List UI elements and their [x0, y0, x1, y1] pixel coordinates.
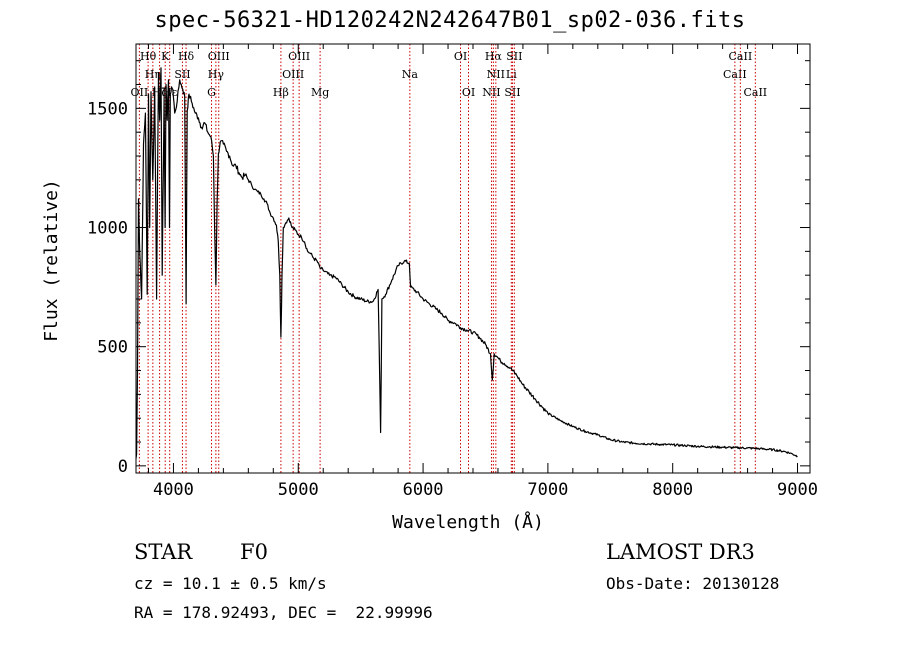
- line-marker-label: OII: [131, 86, 149, 99]
- line-marker-label: K: [161, 50, 170, 63]
- line-marker-label: Hζ: [152, 86, 168, 99]
- y-tick-label: 1000: [87, 219, 128, 239]
- line-marker-label: SII: [174, 68, 190, 81]
- line-marker-label: OIII: [282, 68, 304, 81]
- x-tick-label: 6000: [403, 480, 444, 500]
- line-marker-label: CaII: [723, 68, 747, 81]
- line-marker-label: Hα: [485, 50, 503, 63]
- y-axis-title: Flux (relative): [41, 179, 62, 342]
- object-subclass: F0: [240, 540, 268, 564]
- line-marker-label: Na: [402, 68, 419, 81]
- line-marker-label: Mg: [311, 86, 329, 99]
- axes-frame: [135, 43, 811, 474]
- y-tick-label: 500: [97, 338, 128, 358]
- x-tick-label: 8000: [652, 480, 693, 500]
- y-tick-label: 1500: [87, 99, 128, 119]
- redshift-cz: cz = 10.1 ± 0.5 km/s: [134, 574, 327, 593]
- line-marker-label: Hδ: [178, 50, 195, 63]
- line-marker-label: NII: [487, 68, 505, 81]
- line-marker-label: Hη: [145, 68, 161, 81]
- x-tick-label: 7000: [527, 480, 568, 500]
- line-marker-label: CaII: [729, 50, 753, 63]
- x-axis-title: Wavelength (Å): [392, 511, 544, 533]
- line-marker-label: SII: [504, 86, 520, 99]
- line-marker-label: OIII: [288, 50, 310, 63]
- line-marker-label: OIII: [208, 50, 230, 63]
- line-marker-label: OI: [454, 50, 467, 63]
- survey-name: LAMOST DR3: [606, 540, 755, 564]
- observation-date: Obs-Date: 20130128: [606, 574, 780, 593]
- line-markers: OIIHθHηHζKHεSIIHδGHγOIIIHβOIIIOIIIMgNaOI…: [131, 44, 767, 473]
- line-marker-label: OI: [462, 86, 475, 99]
- line-marker-label: Hθ: [140, 50, 157, 63]
- line-marker-label: Hγ: [208, 68, 225, 81]
- line-marker-label: SII: [506, 50, 522, 63]
- line-marker-label: Hβ: [273, 86, 289, 99]
- plot-frame: [135, 43, 811, 474]
- x-tick-label: 5000: [278, 480, 319, 500]
- y-tick-label: 0: [118, 457, 128, 477]
- spectrum-line: [135, 67, 798, 459]
- x-tick-label: 9000: [777, 480, 818, 500]
- line-marker-label: Li: [506, 68, 517, 81]
- coordinates: RA = 178.92493, DEC = 22.99996: [134, 603, 433, 622]
- chart-title: spec-56321-HD120242N242647B01_sp02-036.f…: [154, 8, 746, 33]
- axis-labels: 4000 5000 6000 7000 8000 9000 0 500 1000 1500 Wave…: [41, 99, 818, 533]
- axis-ticks: [136, 44, 810, 473]
- spectrum-series: [135, 67, 798, 459]
- object-class: STAR: [134, 540, 193, 564]
- line-marker-label: NII: [482, 86, 500, 99]
- x-tick-label: 4000: [153, 480, 194, 500]
- line-marker-label: CaII: [743, 86, 767, 99]
- line-marker-label: G: [207, 86, 216, 99]
